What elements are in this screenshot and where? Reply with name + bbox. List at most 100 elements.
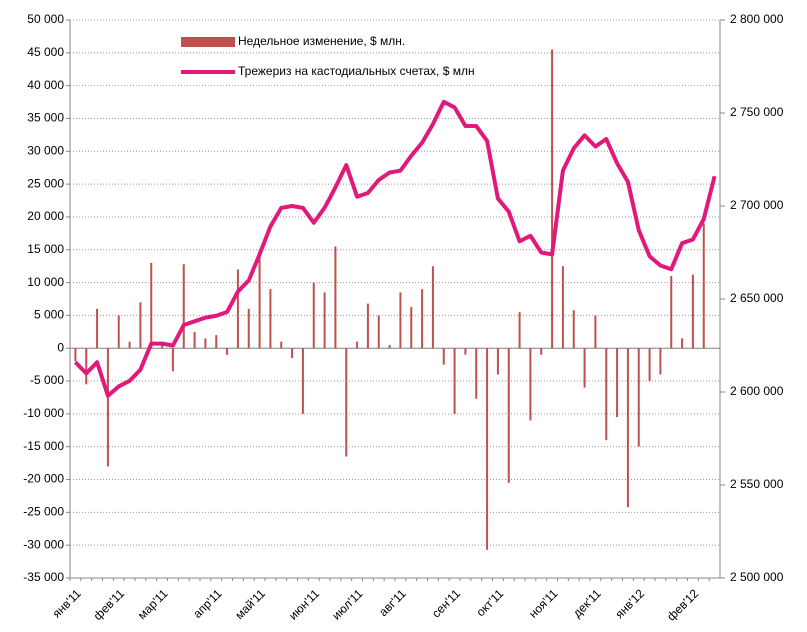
x-tick-label: апр'11 — [190, 586, 225, 621]
bar — [572, 310, 575, 349]
bar — [74, 348, 77, 362]
bar — [171, 348, 174, 372]
bar — [269, 289, 272, 349]
bar — [637, 348, 640, 447]
x-tick-label: сен'11 — [429, 586, 463, 620]
bar — [551, 49, 554, 349]
bar — [236, 269, 239, 349]
legend-label: Трежериз на кастодиальных счетах, $ млн — [238, 64, 475, 78]
bar — [431, 266, 434, 349]
y-tick-label: -10 000 — [23, 406, 64, 420]
bar — [670, 276, 673, 349]
y-tick-label: 0 — [57, 340, 64, 354]
bar — [453, 348, 456, 414]
bar — [681, 338, 684, 349]
bar — [366, 303, 369, 349]
bar — [626, 348, 629, 508]
bar — [540, 348, 543, 355]
y-tick-label: -25 000 — [23, 505, 64, 519]
y-tick-label: -15 000 — [23, 439, 64, 453]
bar — [410, 306, 413, 349]
y-tick-label: 30 000 — [27, 143, 64, 157]
bar — [85, 348, 88, 385]
y-tick-label: -30 000 — [23, 537, 64, 551]
bar — [529, 348, 532, 421]
y-tick-label: 20 000 — [27, 209, 64, 223]
bar — [377, 315, 380, 349]
bar — [486, 348, 489, 550]
bar — [356, 341, 359, 349]
x-tick-label: янв'12 — [612, 586, 647, 621]
y-tick-label: 35 000 — [27, 111, 64, 125]
x-tick-label: июл'11 — [329, 586, 365, 622]
x-tick-label: июн'11 — [286, 586, 322, 622]
x-tick-label: янв'11 — [50, 586, 84, 620]
y-tick-label: 40 000 — [27, 78, 64, 92]
bar — [291, 348, 294, 359]
y-tick-label: -20 000 — [23, 472, 64, 486]
y2-tick-label: 2 500 000 — [730, 570, 784, 584]
bar — [399, 292, 402, 349]
bar — [518, 312, 521, 349]
y2-tick-label: 2 650 000 — [730, 291, 784, 305]
bar — [648, 348, 651, 382]
bar — [605, 348, 608, 441]
y2-tick-label: 2 600 000 — [730, 384, 784, 398]
x-tick-label: фев'11 — [91, 586, 128, 623]
y2-tick-label: 2 800 000 — [730, 12, 784, 26]
bar — [496, 348, 499, 375]
bar — [258, 249, 261, 349]
bar — [226, 348, 229, 355]
bar — [594, 315, 597, 349]
y-tick-label: 45 000 — [27, 45, 64, 59]
y-tick-label: 10 000 — [27, 275, 64, 289]
bar — [388, 344, 391, 349]
bar — [247, 308, 250, 349]
bar — [691, 274, 694, 349]
bar — [139, 302, 142, 349]
bar — [345, 348, 348, 457]
bar — [280, 341, 283, 349]
bar — [616, 348, 619, 418]
bar — [106, 348, 109, 467]
y-tick-label: 15 000 — [27, 242, 64, 256]
y-tick-label: -35 000 — [23, 570, 64, 584]
x-tick-label: авг'11 — [376, 586, 409, 619]
bar — [464, 348, 467, 355]
bar — [128, 341, 131, 349]
bar — [215, 335, 218, 349]
bar — [193, 331, 196, 349]
x-tick-label: май'11 — [232, 586, 268, 622]
legend-label: Недельное изменение, $ млн. — [238, 34, 405, 48]
x-tick-label: окт'11 — [474, 586, 507, 619]
bar — [182, 264, 185, 349]
bar — [117, 315, 120, 349]
bar — [421, 289, 424, 349]
bar — [442, 348, 445, 365]
bar — [334, 246, 337, 349]
y-tick-label: -5 000 — [30, 373, 64, 387]
bar — [507, 348, 510, 483]
bar — [301, 348, 304, 414]
bar — [323, 292, 326, 349]
bar — [204, 338, 207, 349]
legend-swatch — [181, 37, 235, 47]
bar — [96, 308, 99, 349]
y2-tick-label: 2 750 000 — [730, 105, 784, 119]
y2-tick-label: 2 550 000 — [730, 477, 784, 491]
bar — [475, 348, 478, 399]
bar — [583, 348, 586, 388]
x-tick-label: мар'11 — [135, 586, 171, 622]
y-tick-label: 25 000 — [27, 176, 64, 190]
line — [73, 99, 717, 398]
bar — [702, 223, 705, 349]
y-tick-label: 50 000 — [27, 12, 64, 26]
x-tick-label: ноя'11 — [526, 586, 561, 621]
y-tick-label: 5 000 — [34, 308, 64, 322]
y2-tick-label: 2 700 000 — [730, 198, 784, 212]
x-tick-label: фев'12 — [664, 586, 701, 623]
x-tick-label: дек'11 — [570, 586, 604, 620]
bar — [150, 262, 153, 349]
bar — [659, 348, 662, 375]
